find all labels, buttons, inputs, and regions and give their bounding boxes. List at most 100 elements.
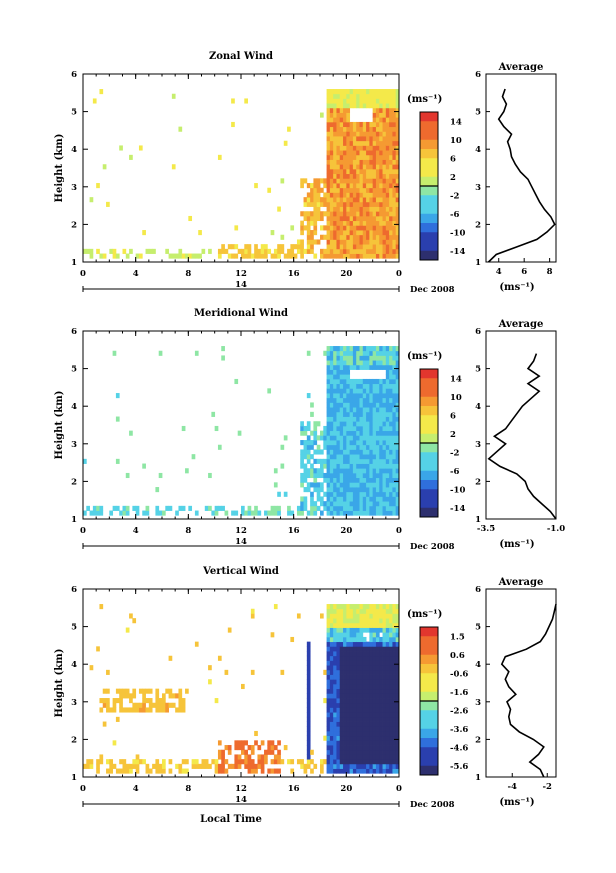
- heatmap-cell: [389, 463, 393, 469]
- heatmap-cell: [349, 378, 354, 385]
- heatmap-cell: [106, 707, 110, 713]
- heatmap-cell: [326, 206, 331, 212]
- heatmap-cell: [395, 220, 400, 226]
- heatmap-cell: [352, 754, 357, 760]
- heatmap-cell: [339, 211, 344, 217]
- heatmap-cell: [109, 759, 114, 765]
- heatmap-cell: [329, 698, 334, 704]
- heatmap-cell: [385, 674, 390, 680]
- heatmap-cell: [389, 98, 393, 104]
- heatmap-cell: [181, 253, 186, 259]
- heatmap-cell: [349, 444, 354, 450]
- heatmap-cell: [362, 665, 367, 671]
- x-tick-label: 20: [340, 526, 352, 536]
- heatmap-cell: [359, 608, 364, 614]
- heatmap-cell: [303, 440, 308, 446]
- y-tick-label: 1: [71, 773, 77, 783]
- heatmap-cell: [152, 702, 156, 708]
- heatmap-cell: [392, 749, 397, 755]
- heatmap-cell: [339, 378, 344, 385]
- heatmap-cell: [326, 346, 331, 352]
- heatmap-cell: [362, 501, 367, 507]
- heatmap-cell: [366, 472, 370, 479]
- heatmap-cell: [346, 393, 351, 399]
- heatmap-cell: [303, 449, 308, 455]
- heatmap-cell: [389, 244, 393, 250]
- heatmap-cell: [175, 763, 179, 769]
- heatmap-cell: [356, 145, 360, 151]
- colorbar-band: [420, 507, 438, 518]
- heatmap-cell: [356, 698, 360, 704]
- heatmap-cell: [346, 360, 351, 366]
- heatmap-cell: [379, 253, 383, 259]
- heatmap-cell: [346, 355, 351, 361]
- heatmap-cell: [382, 604, 387, 610]
- heatmap-cell: [336, 369, 341, 375]
- heatmap-cell: [211, 510, 216, 516]
- colorbar-band: [420, 636, 438, 646]
- heatmap-cell: [333, 192, 337, 198]
- heatmap-cell: [329, 604, 334, 610]
- heatmap-cell: [389, 89, 393, 95]
- heatmap-cell: [395, 397, 400, 403]
- heatmap-cell: [356, 618, 360, 624]
- heatmap-cell: [392, 192, 397, 198]
- heatmap-cell: [349, 730, 354, 737]
- heatmap-cell: [362, 178, 367, 184]
- heatmap-cell: [329, 89, 334, 95]
- heatmap-cell: [366, 244, 370, 250]
- heatmap-cell: [389, 641, 393, 647]
- heatmap-cell: [362, 468, 367, 474]
- heatmap-cell: [313, 425, 318, 432]
- heatmap-cell: [336, 402, 341, 408]
- heatmap-cell: [359, 716, 364, 722]
- heatmap-cell: [343, 740, 347, 746]
- heatmap-cell: [385, 131, 390, 137]
- heatmap-cell: [356, 411, 360, 417]
- y-axis-label: Height (km): [54, 134, 65, 203]
- heatmap-cell: [303, 178, 308, 184]
- heatmap-cell: [313, 510, 318, 516]
- heatmap-cell: [389, 491, 393, 497]
- heatmap-cell: [346, 477, 351, 483]
- heatmap-cell: [326, 707, 331, 713]
- heatmap-cell: [375, 768, 380, 774]
- heatmap-cell: [306, 740, 311, 746]
- heatmap-cell: [356, 397, 360, 403]
- heatmap-cell: [379, 458, 383, 464]
- heatmap-cell: [359, 253, 364, 259]
- heatmap-cell: [326, 646, 331, 652]
- heatmap-cell: [372, 117, 377, 123]
- heatmap-cell: [333, 683, 337, 690]
- heatmap-cell: [369, 501, 374, 507]
- heatmap-cell: [257, 745, 262, 751]
- heatmap-cell: [346, 117, 351, 123]
- heatmap-cell: [372, 646, 377, 652]
- heatmap-cell: [336, 674, 341, 680]
- heatmap-cell: [366, 234, 370, 240]
- heatmap-cell: [188, 215, 193, 222]
- heatmap-cell: [352, 183, 357, 189]
- heatmap-cell: [323, 192, 327, 198]
- heatmap-cell: [356, 604, 360, 610]
- heatmap-cell: [389, 660, 393, 666]
- heatmap-cell: [339, 374, 344, 380]
- heatmap-cell: [362, 136, 367, 142]
- heatmap-cell: [343, 117, 347, 123]
- heatmap-cell: [333, 449, 337, 455]
- colorbar-tick-label: -6: [450, 467, 460, 477]
- heatmap-cell: [339, 688, 344, 694]
- heatmap-cell: [389, 430, 393, 436]
- heatmap-cell: [306, 759, 311, 765]
- heatmap-cell: [392, 89, 397, 95]
- heatmap-cell: [178, 702, 183, 708]
- heatmap-cell: [375, 154, 380, 160]
- heatmap-cell: [382, 688, 387, 694]
- heatmap-cell: [320, 430, 324, 436]
- heatmap-cell: [349, 183, 354, 189]
- heatmap-cell: [352, 632, 357, 638]
- heatmap-cell: [336, 501, 341, 507]
- heatmap-cell: [277, 505, 281, 511]
- heatmap-cell: [395, 768, 400, 774]
- heatmap-cell: [372, 225, 377, 231]
